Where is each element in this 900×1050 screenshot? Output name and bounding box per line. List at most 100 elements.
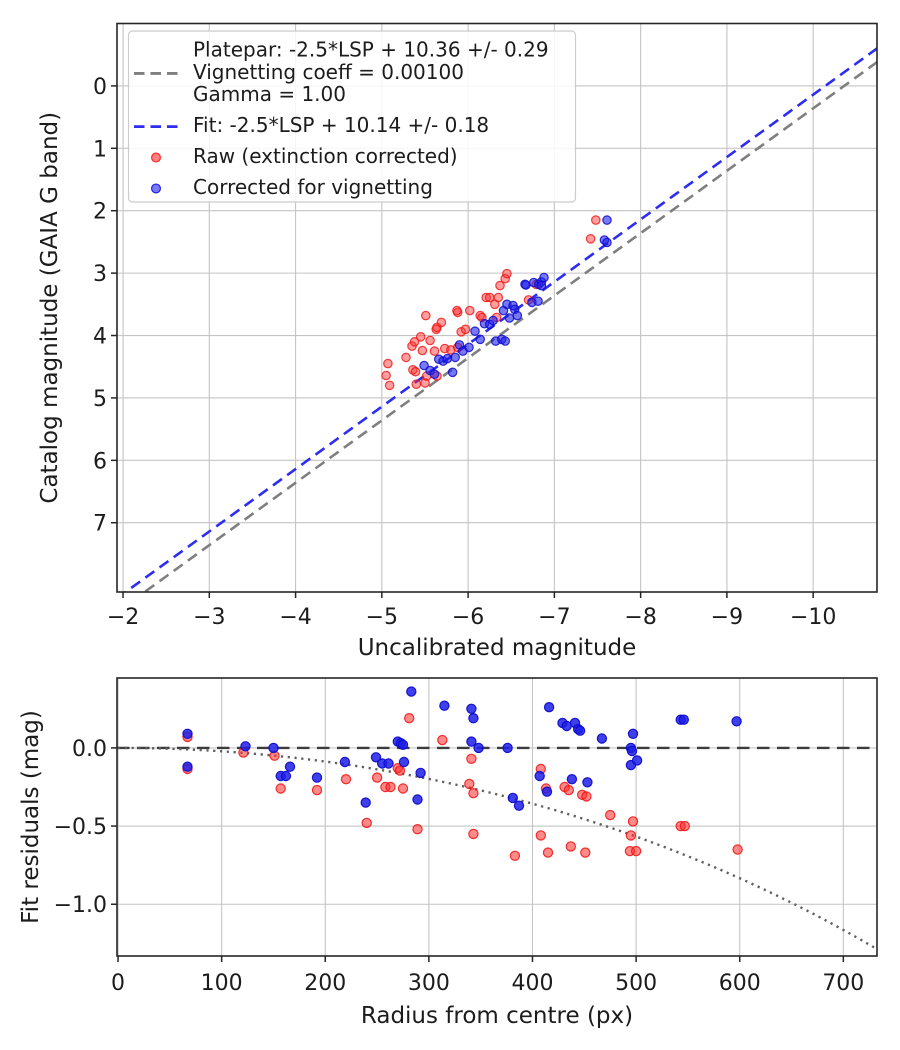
scatter-point [437,734,448,746]
scatter-point [417,345,428,356]
scatter-point [507,792,518,804]
y-ticks: 0.0 −0.5 −1.0 [54,737,117,918]
x-axis-label: Radius from centre (px) [361,1003,633,1029]
y-tick-label: −1.0 [54,893,107,918]
corrected-scatter [182,686,742,811]
scatter-point [182,728,193,740]
scatter-point [625,830,637,841]
scatter-point [415,767,426,779]
legend-label: Vignetting coeff = 0.00100 [193,60,464,84]
scatter-point [513,800,525,811]
legend: Platepar: -2.5*LSP + 10.36 +/- 0.29Vigne… [127,30,577,203]
x-tick-label: −10 [790,605,836,630]
scatter-point [268,742,279,754]
scatter-point [406,686,417,697]
scatter-point [464,305,475,316]
scatter-point [394,765,406,776]
x-tick-label: 0 [111,971,125,996]
scatter-point [602,237,612,248]
scatter-point [460,324,471,335]
scatter-point [419,360,429,371]
scatter-point [631,755,643,766]
scatter-point [240,741,251,752]
scatter-point [627,816,639,827]
scatter-point [731,716,742,727]
x-ticks: 0 100 200 300 400 500 600 700 [111,956,864,996]
x-tick-label: −4 [279,605,311,630]
corrected-scatter [419,215,612,379]
scatter-point [468,828,479,840]
legend-entry: Platepar: -2.5*LSP + 10.36 +/- 0.29Vigne… [134,38,549,106]
x-axis-label: Uncalibrated magnitude [358,635,637,661]
scatter-point [627,728,639,740]
x-tick-label: 400 [511,971,553,996]
scatter-point [542,847,554,858]
scatter-point [311,772,323,783]
x-tick-label: −3 [193,605,225,630]
scatter-point [439,700,450,711]
scatter-point [436,317,447,328]
scatter-point [404,713,415,724]
axes-frame [116,22,878,593]
scatter-point [468,788,479,799]
x-tick-label: −8 [624,605,656,630]
legend-label: Raw (extinction corrected) [193,144,458,168]
scatter-point [412,824,423,835]
scatter-point [284,761,296,772]
scatter-point [401,352,411,363]
scatter-point [409,336,420,347]
scatter-point [381,370,391,381]
scatter-point [280,770,292,782]
scatter-point [539,272,549,283]
axes-frame [116,677,878,957]
scatter-point [445,345,456,355]
scatter-point [580,847,591,858]
scatter-point [466,703,477,715]
legend-label: Platepar: -2.5*LSP + 10.36 +/- 0.29 [193,38,549,62]
x-tick-label: 700 [822,971,864,996]
scatter-point [535,830,547,841]
scatter-point [466,753,477,765]
scatter-point [581,791,592,802]
scatter-point [602,215,612,225]
scatter-point [339,756,351,768]
scatter-point [678,714,690,725]
y-tick-label: 6 [93,449,107,474]
scatter-point [500,336,510,346]
y-tick-label: 1 [93,137,107,162]
scatter-point [502,742,513,754]
scatter-point [275,783,286,794]
x-tick-label: −5 [366,605,398,630]
scatter-point [679,820,691,832]
scatter-point [473,742,484,754]
scatter-point [566,774,578,785]
scatter-point [464,342,474,353]
scatter-point [541,786,553,797]
x-tick-label: −9 [711,605,743,630]
legend-label: Gamma = 1.00 [193,82,346,106]
legend-marker [151,183,162,194]
scatter-point [385,781,396,793]
legend-entry: Fit: -2.5*LSP + 10.14 +/- 0.18 [134,113,489,137]
y-ticks: 0 1 2 3 4 5 6 7 [93,75,117,537]
scatter-point [502,268,512,279]
scatter-point [371,772,383,783]
scatter-point [397,739,409,751]
bottom-plot: 0 100 200 300 400 500 600 700 0.0 −0.5 −1.0 Radius … [18,677,878,1029]
scatter-point [425,335,435,346]
legend-entry: Corrected for vignetting [151,175,433,199]
scatter-point [512,310,523,321]
legend-entry: Raw (extinction corrected) [151,144,458,168]
scatter-point [605,809,616,821]
x-tick-label: 100 [201,971,243,996]
scatter-point [533,296,543,306]
scatter-point [452,305,462,316]
legend-marker [151,152,162,163]
y-axis-label: Fit residuals (mag) [18,710,44,924]
y-tick-label: 5 [93,387,107,412]
legend-label: Fit: -2.5*LSP + 10.14 +/- 0.18 [193,113,489,137]
scatter-point [361,817,372,829]
x-tick-label: 500 [615,971,657,996]
scatter-point [397,783,409,794]
